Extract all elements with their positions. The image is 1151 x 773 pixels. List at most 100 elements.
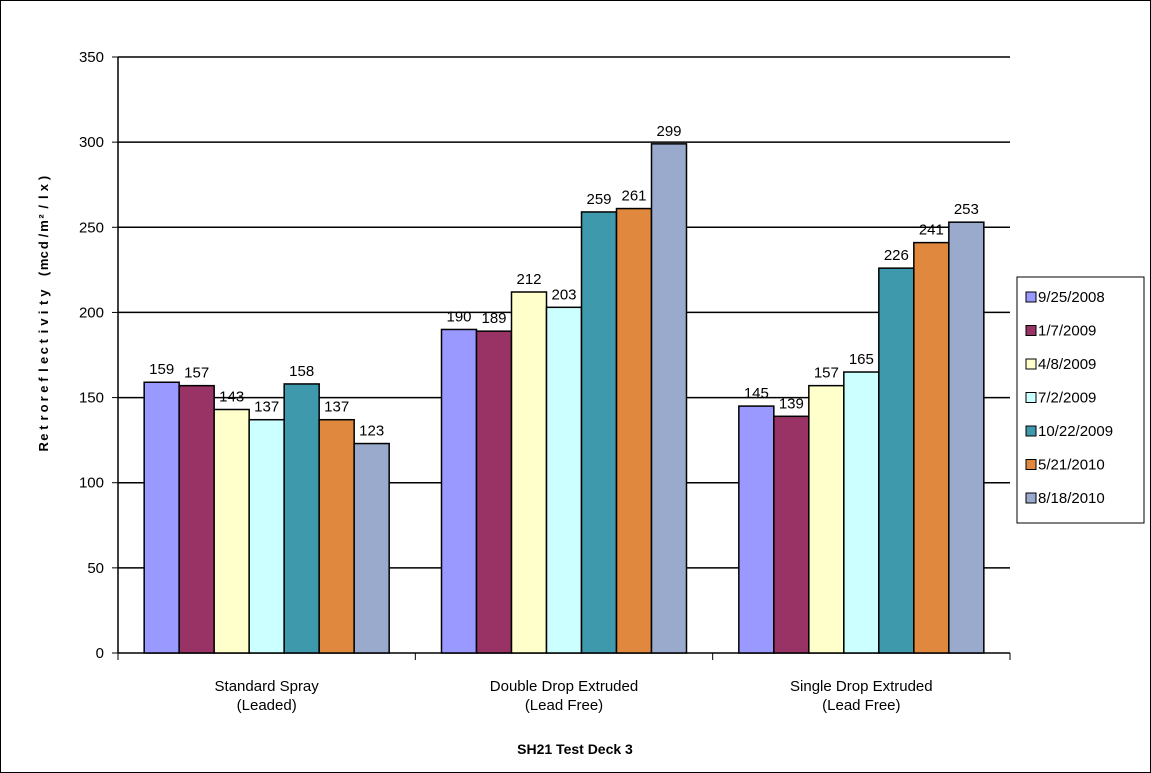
bar xyxy=(650,143,688,654)
data-label: 145 xyxy=(744,385,769,402)
y-axis-title-glyph: i xyxy=(36,330,51,334)
data-label: 139 xyxy=(779,395,804,412)
y-axis-title-glyph: R xyxy=(36,441,51,451)
y-axis-title-glyph: ) xyxy=(36,176,51,180)
legend-label: 8/18/2010 xyxy=(1038,490,1105,507)
bar xyxy=(178,384,215,654)
x-category-label: (Lead Free) xyxy=(525,697,603,714)
y-axis-title-glyph: i xyxy=(36,311,51,315)
bar xyxy=(318,418,355,654)
plot-area: 0 50 100 150 200 250 300 350 159 157 143 137 158 137 1… xyxy=(79,49,1011,714)
x-category-label: (Lead Free) xyxy=(822,697,900,714)
y-axis-title-glyph: e xyxy=(36,434,51,441)
bar xyxy=(248,418,285,654)
legend-label: 5/21/2010 xyxy=(1038,457,1105,474)
legend: 9/25/2008 1/7/2009 4/8/2009 7/2/2009 10/22/2… xyxy=(1016,276,1145,524)
bar xyxy=(353,442,390,654)
y-axis-title-glyph: / xyxy=(36,205,51,209)
data-label: 158 xyxy=(289,363,314,380)
y-axis-title-glyph: t xyxy=(36,425,51,430)
bar xyxy=(545,306,583,654)
y-tick-label: 300 xyxy=(79,134,104,151)
data-label: 259 xyxy=(586,191,611,208)
bar xyxy=(580,211,618,654)
y-tick-label: 200 xyxy=(79,304,104,321)
data-label: 137 xyxy=(324,399,349,416)
y-axis-title-glyph: r xyxy=(36,396,51,401)
legend-box xyxy=(1016,276,1145,524)
data-label: 159 xyxy=(149,361,174,378)
data-label: 241 xyxy=(919,222,944,239)
y-axis-title-glyph: c xyxy=(36,347,51,354)
y-axis-title-glyph: m xyxy=(36,220,51,232)
y-axis-title-glyph: f xyxy=(36,377,51,382)
bar xyxy=(475,330,513,654)
bar xyxy=(440,328,478,654)
y-axis-title-glyph: ( xyxy=(36,271,51,276)
y-axis-title-glyph: l xyxy=(36,195,51,199)
bar xyxy=(615,207,653,654)
data-label: 190 xyxy=(446,308,471,325)
bar xyxy=(283,383,320,654)
y-axis-title-glyph: m xyxy=(36,259,51,271)
data-label: 261 xyxy=(621,188,646,205)
y-axis-title-glyph: r xyxy=(36,415,51,420)
data-label: 253 xyxy=(954,201,979,218)
data-label: 157 xyxy=(184,365,209,382)
data-label: 226 xyxy=(884,247,909,264)
y-axis-title-glyph: ² xyxy=(36,214,51,219)
legend-swatch xyxy=(1025,291,1037,303)
y-axis-title-glyph: / xyxy=(36,233,51,237)
data-label: 157 xyxy=(814,365,839,382)
x-category-label: Standard Spray xyxy=(215,678,320,695)
y-axis-title-glyph: e xyxy=(36,357,51,364)
data-label: 189 xyxy=(481,310,506,327)
y-axis-title-glyph: l xyxy=(36,368,51,372)
y-axis-title-glyph: t xyxy=(36,338,51,343)
legend-swatch xyxy=(1025,392,1037,403)
legend-label: 10/22/2009 xyxy=(1038,423,1113,440)
y-axis-title-glyph: x xyxy=(36,183,51,191)
y-tick-label: 0 xyxy=(96,645,104,662)
bar xyxy=(808,384,845,654)
y-axis-title-glyph: o xyxy=(36,404,51,412)
data-label: 123 xyxy=(359,423,384,440)
y-axis-title-glyph: v xyxy=(36,318,51,326)
bar xyxy=(510,291,548,654)
data-label: 203 xyxy=(551,286,576,303)
x-category-label: Double Drop Extruded xyxy=(490,678,638,695)
bar xyxy=(143,381,180,654)
y-axis-title-glyph: c xyxy=(36,251,51,258)
legend-swatch xyxy=(1025,325,1037,336)
y-axis-title-glyph: d xyxy=(36,241,51,249)
y-axis-title-glyph: t xyxy=(36,300,51,305)
y-axis-title-glyph: e xyxy=(36,386,51,393)
x-category-label: Single Drop Extruded xyxy=(790,678,933,695)
legend-swatch xyxy=(1025,425,1037,437)
bar xyxy=(843,371,880,654)
bar xyxy=(213,408,250,654)
legend-label: 4/8/2009 xyxy=(1038,356,1096,373)
x-axis-title: SH21 Test Deck 3 xyxy=(517,741,633,757)
y-tick-label: 150 xyxy=(79,390,104,407)
legend-label: 1/7/2009 xyxy=(1038,323,1096,340)
data-label: 165 xyxy=(849,351,874,368)
data-label: 212 xyxy=(516,271,541,288)
bar xyxy=(878,267,915,654)
legend-swatch xyxy=(1025,358,1037,370)
y-axis-title-glyph: y xyxy=(36,289,51,297)
bar xyxy=(913,241,950,654)
y-tick-label: 100 xyxy=(79,475,104,492)
legend-label: 7/2/2009 xyxy=(1038,390,1096,407)
data-label: 143 xyxy=(219,388,244,405)
y-tick-label: 50 xyxy=(87,560,104,577)
y-tick-label: 250 xyxy=(79,219,104,236)
y-tick-label: 350 xyxy=(79,49,104,66)
legend-label: 9/25/2008 xyxy=(1038,289,1105,306)
data-label: 299 xyxy=(656,123,681,140)
bar xyxy=(773,415,810,654)
legend-swatch xyxy=(1025,492,1037,504)
legend-swatch xyxy=(1025,459,1037,470)
